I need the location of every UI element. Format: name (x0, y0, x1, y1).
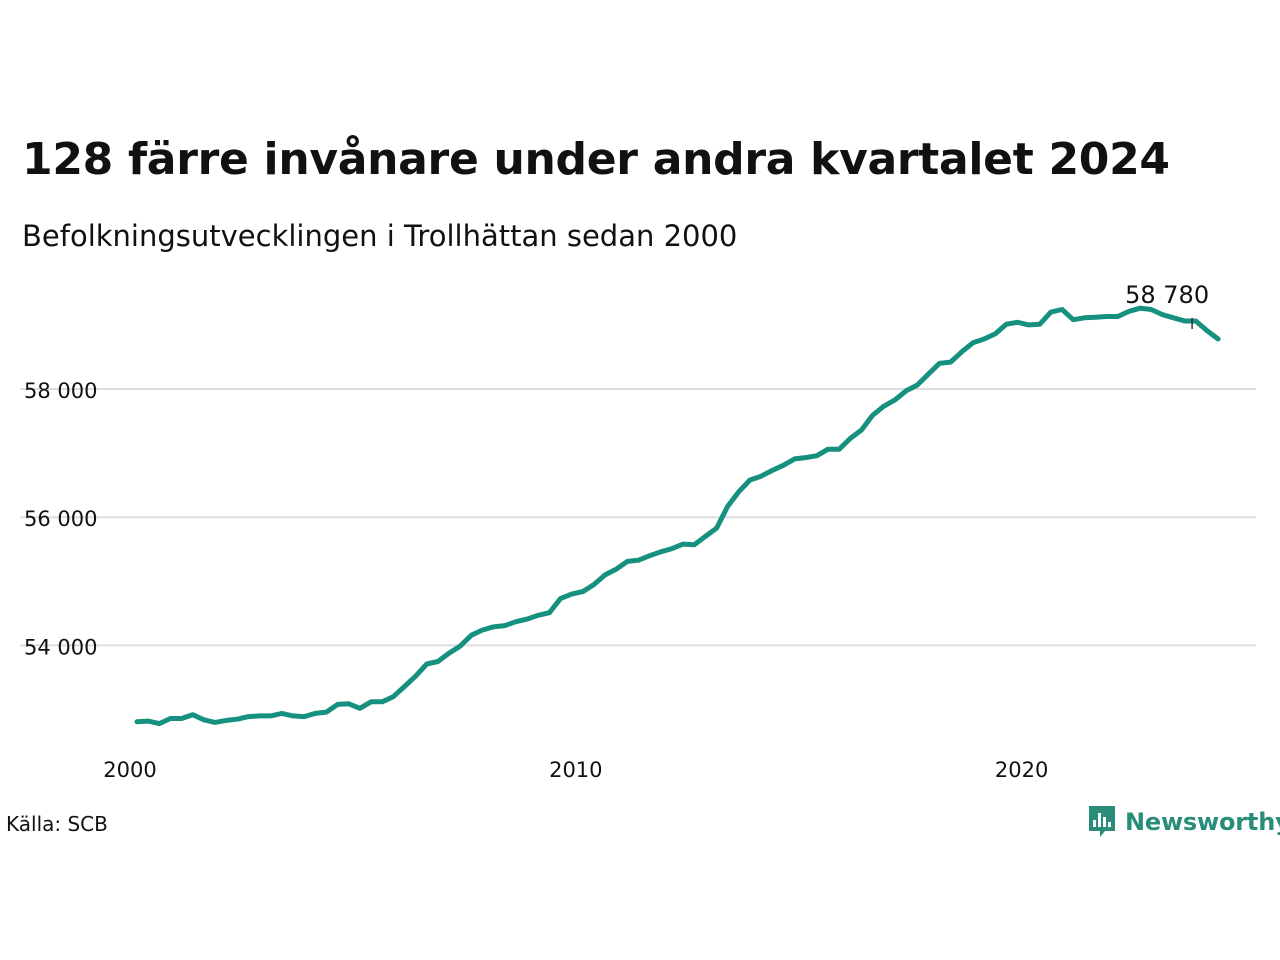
y-tick-label: 58 000 (24, 379, 97, 403)
newsworthy-logo-icon (1089, 806, 1115, 837)
x-tick-label: 2010 (549, 758, 602, 782)
y-axis: 54 000 56 000 58 000 (24, 379, 97, 659)
brand-logo[interactable]: Newsworthy (1088, 805, 1280, 839)
x-tick-label: 2000 (103, 758, 156, 782)
gridlines (20, 387, 1256, 647)
line-chart: 54 000 56 000 58 000 2000 2010 2020 58 780 (20, 281, 1256, 782)
chart-subtitle: Befolkningsutvecklingen i Trollhättan se… (22, 219, 738, 253)
source-note: Källa: SCB (6, 812, 108, 836)
series-line (134, 305, 1221, 727)
brand-name: Newsworthy (1125, 808, 1280, 836)
y-tick-label: 56 000 (24, 507, 97, 531)
chart-title: 128 färre invånare under andra kvartalet… (22, 134, 1170, 185)
x-tick-label: 2020 (995, 758, 1048, 782)
end-value-label: 58 780 (1125, 281, 1209, 309)
annotations: 58 780 (1125, 281, 1209, 329)
x-axis: 2000 2010 2020 (103, 758, 1048, 782)
series (134, 305, 1221, 727)
y-tick-label: 54 000 (24, 635, 97, 659)
